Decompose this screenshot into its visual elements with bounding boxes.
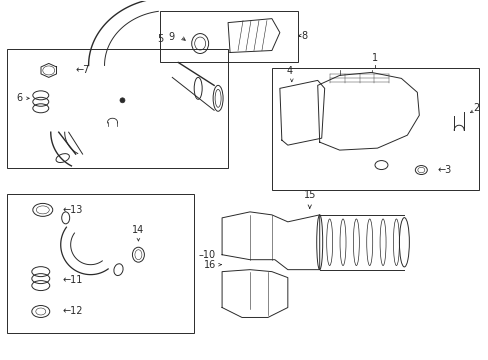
Text: 16: 16 — [203, 260, 216, 270]
Text: –10: –10 — [198, 250, 215, 260]
Text: ←11: ←11 — [62, 275, 83, 285]
Bar — [7, 49, 227, 168]
Bar — [271, 68, 478, 190]
Text: 2: 2 — [472, 103, 478, 113]
Text: ←3: ←3 — [436, 165, 450, 175]
Text: 15: 15 — [303, 190, 315, 200]
Text: ←12: ←12 — [62, 306, 83, 316]
Text: 6: 6 — [17, 93, 23, 103]
Text: 5: 5 — [157, 33, 163, 44]
Text: 8: 8 — [301, 31, 307, 41]
Text: ←13: ←13 — [62, 205, 83, 215]
Circle shape — [120, 98, 125, 103]
Bar — [7, 194, 194, 333]
Text: 1: 1 — [372, 53, 378, 63]
Bar — [160, 11, 297, 62]
Text: 4: 4 — [286, 66, 292, 76]
Text: 9: 9 — [168, 32, 174, 41]
Text: ←7: ←7 — [76, 66, 90, 76]
Text: 14: 14 — [132, 225, 144, 235]
